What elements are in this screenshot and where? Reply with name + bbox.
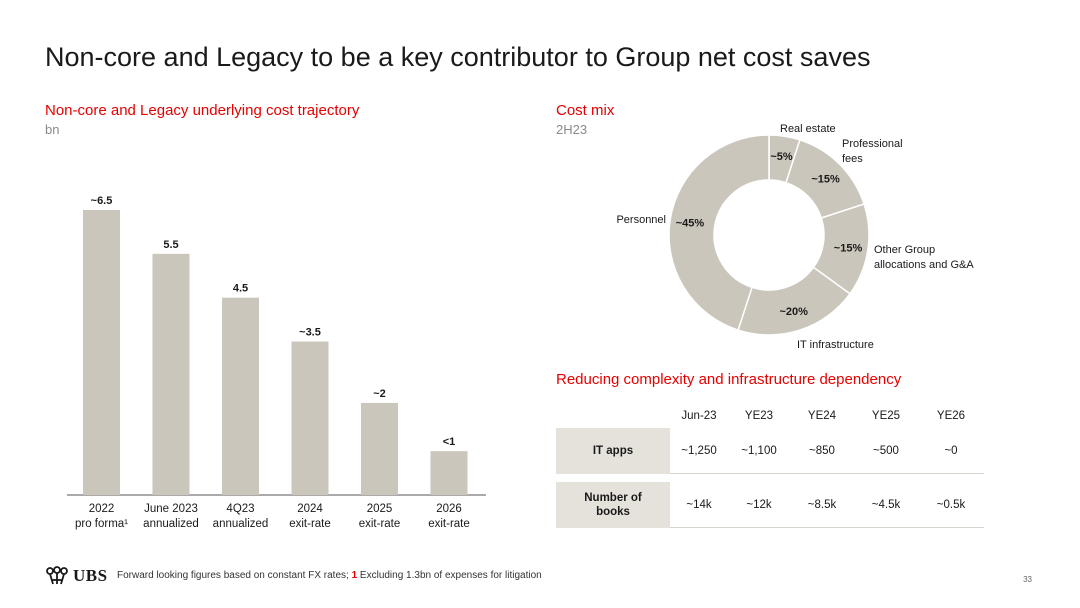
unit-label: bn [45,122,60,137]
bar [83,210,120,495]
slice-category-label: Personnel [616,214,666,226]
category-label: 2026 [436,503,462,515]
bar-value-label: <1 [443,436,456,448]
complexity-table: Jun-23 YE23 YE24 YE25 YE26 IT apps ~1,25… [556,404,984,528]
keys-icon [46,566,68,585]
bar-value-label: 5.5 [163,239,178,251]
table-cell: ~850 [790,428,854,474]
slice-category-label: allocations and G&A [874,259,974,271]
category-label: annualized [143,518,199,530]
donut-slice [737,266,851,336]
slice-category-label: fees [842,153,863,165]
table-cell: ~500 [854,428,918,474]
category-label: 4Q23 [226,503,254,515]
bar [152,253,190,495]
table-cell: ~14k [670,482,728,528]
category-label: 2024 [297,503,323,515]
slice-category-label: Real estate [780,123,836,135]
bar [430,451,468,495]
cost-mix-period: 2H23 [556,122,588,137]
category-label: exit-rate [359,518,401,530]
table-cell: ~0.5k [918,482,984,528]
slice-percent-label: ~15% [834,243,863,255]
table-cell: ~1,100 [728,428,790,474]
table-cell: ~1,250 [670,428,728,474]
donut-slice [768,134,801,184]
category-label: annualized [213,518,269,530]
category-label: exit-rate [428,518,470,530]
cost-mix-heading: Cost mix [556,102,615,119]
col-header: YE25 [871,410,901,422]
footnote: Forward looking figures based on constan… [117,570,542,581]
bar [291,341,329,495]
ubs-logo: UBS [45,566,108,586]
slice-percent-label: ~20% [779,306,808,318]
donut-slice [812,203,870,295]
row-header-books: Number of books [556,482,670,528]
slice-category-label: Professional [842,138,903,150]
cost-trajectory-heading: Non-core and Legacy underlying cost traj… [45,102,360,119]
col-header: YE23 [744,410,774,422]
table-cell: ~8.5k [790,482,854,528]
category-label: 2025 [367,503,393,515]
col-header: YE24 [807,410,837,422]
table-row: IT apps ~1,250 ~1,100 ~850 ~500 ~0 [556,428,984,474]
slice-percent-label: ~15% [811,173,840,185]
category-label: 2022 [89,503,115,515]
donut-slice [668,134,770,332]
category-label: exit-rate [289,518,331,530]
slice-category-label: Other Group [874,244,935,256]
table-cell: ~4.5k [854,482,918,528]
donut-slice [785,138,866,219]
table-cell: ~0 [918,428,984,474]
bar-value-label: ~6.5 [91,195,113,207]
page-number: 33 [1023,575,1032,584]
row-header-it-apps: IT apps [556,428,670,474]
bar-value-label: 4.5 [233,283,248,295]
category-label: pro forma¹ [75,518,128,530]
page-title: Non-core and Legacy to be a key contribu… [45,42,871,72]
bar [361,402,398,495]
slice-category-label: IT infrastructure [797,339,874,351]
slice-percent-label: ~45% [676,217,705,229]
table-cell: ~12k [728,482,790,528]
col-header: Jun-23 [681,410,717,422]
bar [222,297,259,495]
logo-text: UBS [73,566,108,585]
bar-value-label: ~2 [373,388,386,400]
col-header: YE26 [936,410,966,422]
category-label: June 2023 [144,503,198,515]
complexity-heading: Reducing complexity and infrastructure d… [556,371,902,388]
table-row: Number of books ~14k ~12k ~8.5k ~4.5k ~0.… [556,482,984,528]
slice-percent-label: ~5% [770,151,793,163]
bar-value-label: ~3.5 [299,327,321,339]
